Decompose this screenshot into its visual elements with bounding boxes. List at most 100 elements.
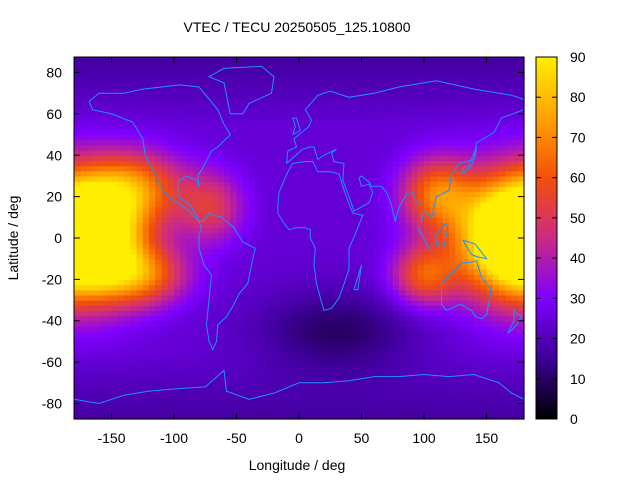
heatmap-cell xyxy=(442,408,450,415)
heatmap-cell xyxy=(461,212,469,218)
heatmap-cell xyxy=(486,165,494,172)
heatmap-cell xyxy=(367,222,375,229)
heatmap-cell xyxy=(205,248,213,255)
heatmap-cell xyxy=(355,248,363,255)
heatmap-cell xyxy=(230,72,238,79)
heatmap-cell xyxy=(299,408,306,415)
heatmap-cell xyxy=(411,294,419,301)
heatmap-cell xyxy=(236,72,244,79)
heatmap-cell xyxy=(142,320,150,327)
heatmap-cell xyxy=(99,206,106,213)
heatmap-cell xyxy=(249,155,256,162)
heatmap-cell xyxy=(499,201,506,208)
heatmap-cell xyxy=(292,165,300,172)
heatmap-cell xyxy=(155,331,163,337)
heatmap-cell xyxy=(136,206,144,213)
heatmap-cell xyxy=(249,310,256,317)
heatmap-cell xyxy=(149,124,156,130)
heatmap-cell xyxy=(211,243,219,249)
heatmap-cell xyxy=(149,129,156,136)
heatmap-cell xyxy=(292,155,300,162)
heatmap-cell xyxy=(74,336,81,343)
heatmap-cell xyxy=(86,294,94,301)
heatmap-cell xyxy=(205,227,213,234)
heatmap-cell xyxy=(361,351,369,358)
heatmap-cell xyxy=(130,294,138,301)
heatmap-cell xyxy=(99,113,106,120)
heatmap-cell xyxy=(430,196,438,203)
heatmap-cell xyxy=(417,372,425,379)
heatmap-cell xyxy=(386,93,394,99)
heatmap-cell xyxy=(124,387,131,394)
heatmap-cell xyxy=(174,403,181,410)
heatmap-cell xyxy=(417,325,425,332)
heatmap-cell xyxy=(261,336,269,343)
heatmap-cell xyxy=(330,170,338,177)
heatmap-cell xyxy=(424,201,431,208)
heatmap-cell xyxy=(267,165,275,172)
heatmap-cell xyxy=(255,77,263,84)
heatmap-cell xyxy=(380,387,388,394)
heatmap-cell xyxy=(136,331,144,337)
heatmap-cell xyxy=(261,284,269,291)
heatmap-cell xyxy=(292,408,300,415)
heatmap-cell xyxy=(224,175,231,182)
heatmap-cell xyxy=(342,82,350,89)
heatmap-cell xyxy=(324,232,331,239)
heatmap-cell xyxy=(374,403,381,410)
heatmap-cell xyxy=(430,134,438,141)
heatmap-cell xyxy=(130,113,138,120)
heatmap-cell xyxy=(492,144,500,151)
heatmap-cell xyxy=(111,186,119,193)
heatmap-cell xyxy=(267,258,275,265)
heatmap-cell xyxy=(342,77,350,84)
heatmap-cell xyxy=(367,269,375,275)
heatmap-cell xyxy=(267,289,275,296)
heatmap-cell xyxy=(436,393,444,399)
heatmap-cell xyxy=(380,351,388,358)
heatmap-cell xyxy=(392,238,400,244)
heatmap-cell xyxy=(299,119,306,125)
heatmap-cell xyxy=(386,387,394,394)
heatmap-cell xyxy=(180,139,188,146)
heatmap-cell xyxy=(436,217,444,224)
heatmap-cell xyxy=(411,367,419,374)
heatmap-cell xyxy=(467,181,475,187)
heatmap-cell xyxy=(486,119,494,125)
heatmap-cell xyxy=(399,289,406,296)
heatmap-cell xyxy=(99,258,106,265)
heatmap-cell xyxy=(249,382,256,389)
heatmap-cell xyxy=(180,289,188,296)
heatmap-cell xyxy=(430,243,438,249)
heatmap-cell xyxy=(324,238,331,244)
heatmap-cell xyxy=(217,387,225,394)
heatmap-cell xyxy=(211,82,219,89)
heatmap-cell xyxy=(474,186,481,193)
heatmap-cell xyxy=(355,144,363,151)
heatmap-cell xyxy=(99,62,106,68)
heatmap-cell xyxy=(92,227,100,234)
heatmap-cell xyxy=(430,113,438,120)
heatmap-cell xyxy=(505,88,513,94)
heatmap-cell xyxy=(86,170,94,177)
heatmap-cell xyxy=(155,196,163,203)
heatmap-cell xyxy=(117,119,125,125)
heatmap-cell xyxy=(255,201,263,208)
heatmap-cell xyxy=(299,191,306,198)
heatmap-cell xyxy=(117,310,125,317)
heatmap-cell xyxy=(236,212,244,218)
heatmap-cell xyxy=(136,274,144,280)
heatmap-cell xyxy=(349,398,356,405)
heatmap-cell xyxy=(517,134,525,141)
heatmap-cell xyxy=(511,129,519,136)
heatmap-cell xyxy=(517,108,525,115)
heatmap-cell xyxy=(480,398,488,405)
heatmap-cell xyxy=(255,98,263,105)
heatmap-cell xyxy=(342,181,350,187)
heatmap-cell xyxy=(230,124,238,130)
heatmap-cell xyxy=(305,351,313,358)
heatmap-cell xyxy=(361,113,369,120)
heatmap-cell xyxy=(311,144,319,151)
heatmap-cell xyxy=(517,238,525,244)
heatmap-cell xyxy=(80,232,88,239)
